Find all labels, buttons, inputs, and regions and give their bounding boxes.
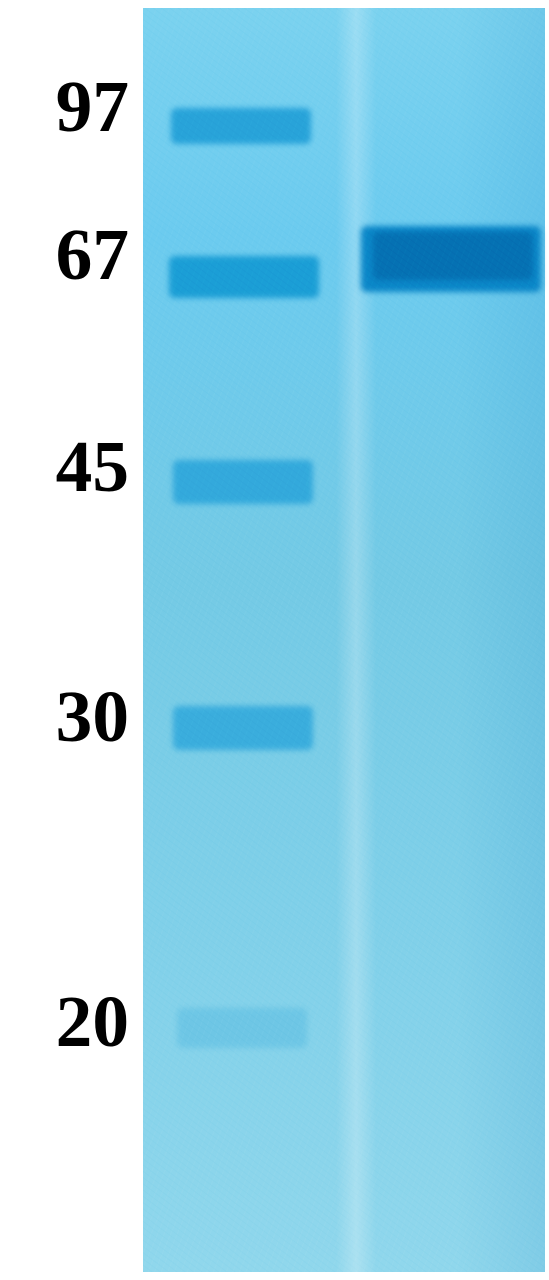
gel-noise-overlay [143,8,545,1272]
mw-label-45: 45 [56,430,129,503]
mw-label-97: 97 [56,70,129,143]
gel-strip [143,8,545,1272]
gel-figure: 97 67 45 30 20 [0,0,549,1280]
mw-label-30: 30 [56,680,129,753]
mw-label-67: 67 [56,218,129,291]
mw-label-20: 20 [56,985,129,1058]
